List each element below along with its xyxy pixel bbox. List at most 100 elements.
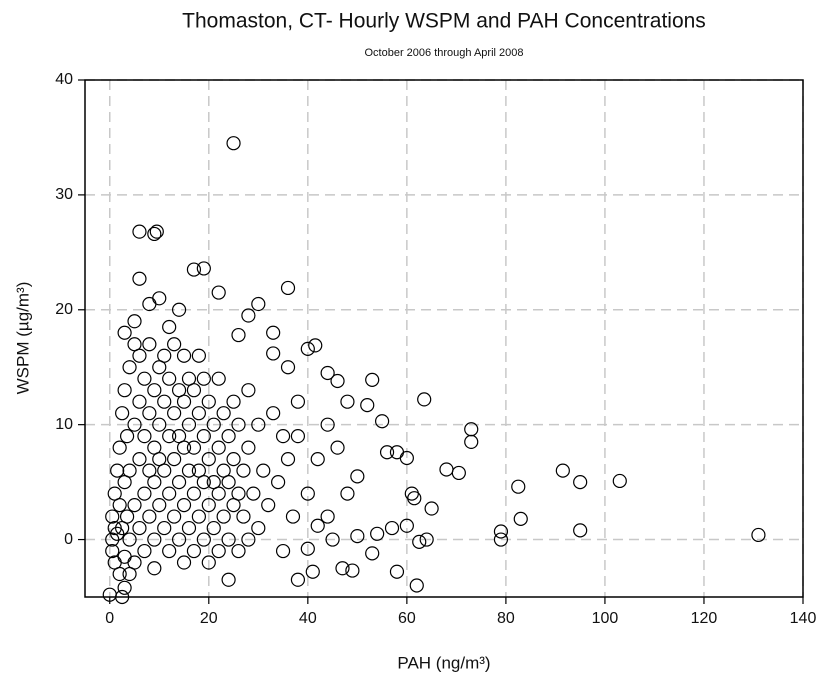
data-point — [132, 452, 147, 467]
data-point — [555, 463, 570, 478]
data-point — [409, 578, 424, 593]
data-point — [112, 566, 127, 582]
data-point — [251, 417, 266, 432]
data-point — [191, 406, 206, 421]
data-point — [211, 285, 226, 300]
data-point — [241, 532, 256, 547]
data-point — [320, 417, 335, 432]
data-point — [350, 529, 365, 544]
data-point — [216, 509, 231, 524]
data-point — [751, 527, 766, 543]
data-point — [137, 486, 152, 501]
data-point — [162, 319, 177, 335]
data-point — [191, 348, 206, 363]
data-point — [290, 572, 306, 587]
data-point — [196, 429, 211, 444]
data-point — [464, 434, 479, 449]
x-tick-label: 40 — [299, 610, 317, 627]
data-point — [122, 360, 137, 375]
data-point — [221, 532, 236, 547]
data-point — [310, 518, 325, 533]
data-point — [176, 440, 192, 455]
data-point — [451, 465, 466, 481]
data-point — [384, 520, 400, 536]
data-point — [300, 486, 315, 501]
data-point — [340, 394, 355, 409]
data-point — [127, 417, 142, 432]
data-point — [112, 440, 127, 455]
x-tick-label: 20 — [200, 610, 218, 627]
data-point — [206, 417, 221, 432]
data-point — [424, 501, 439, 516]
x-tick-label: 60 — [398, 610, 416, 627]
data-point — [280, 280, 296, 296]
data-point — [221, 429, 236, 444]
data-point — [147, 475, 162, 490]
data-point — [310, 452, 325, 467]
data-point — [147, 532, 162, 547]
x-axis-label: PAH (ng/m³) — [397, 653, 490, 672]
x-tick-label: 120 — [691, 610, 718, 627]
data-point — [196, 532, 211, 547]
x-tick-label: 0 — [105, 610, 114, 627]
data-point — [176, 497, 192, 513]
data-point — [417, 392, 432, 407]
data-point — [132, 224, 147, 239]
data-point — [211, 440, 226, 455]
y-tick-label: 0 — [64, 531, 73, 548]
data-point — [266, 406, 281, 421]
data-point — [241, 383, 256, 398]
data-point — [201, 452, 216, 467]
data-point — [122, 463, 137, 478]
data-point — [119, 509, 135, 524]
data-point — [171, 302, 187, 317]
data-point — [365, 546, 380, 561]
data-point — [340, 486, 355, 501]
data-point — [360, 398, 375, 413]
data-point — [241, 440, 256, 455]
data-point — [181, 417, 197, 432]
data-point — [211, 543, 226, 559]
data-point — [216, 406, 231, 421]
data-point — [256, 463, 271, 478]
data-point — [335, 561, 350, 576]
data-point — [211, 371, 226, 386]
data-point — [186, 383, 202, 398]
data-point — [167, 452, 182, 467]
data-point — [171, 532, 187, 547]
data-point — [142, 337, 157, 352]
data-point — [493, 524, 509, 539]
data-point — [251, 296, 266, 312]
data-point — [246, 486, 261, 501]
data-point — [142, 406, 157, 421]
data-point — [275, 543, 291, 559]
data-point — [365, 372, 380, 387]
data-point — [407, 491, 422, 506]
data-point — [320, 365, 335, 381]
data-point — [231, 327, 246, 343]
y-tick-label: 40 — [55, 71, 73, 88]
data-point — [167, 337, 182, 352]
data-point — [176, 394, 192, 409]
data-point — [142, 296, 157, 312]
data-point — [266, 346, 281, 361]
data-point — [171, 475, 187, 490]
data-point — [399, 518, 414, 533]
data-point — [226, 394, 241, 409]
data-point — [419, 532, 434, 547]
data-point — [196, 371, 211, 386]
data-point — [127, 555, 142, 570]
data-point — [266, 325, 281, 340]
data-point — [167, 406, 182, 421]
data-point — [181, 520, 197, 536]
data-point — [231, 486, 246, 501]
data-point — [127, 497, 142, 513]
data-point — [226, 452, 241, 467]
data-point — [320, 509, 335, 524]
data-point — [186, 262, 202, 277]
data-point — [176, 555, 192, 570]
data-point — [330, 373, 345, 389]
data-point — [119, 429, 135, 444]
data-point — [206, 520, 221, 536]
